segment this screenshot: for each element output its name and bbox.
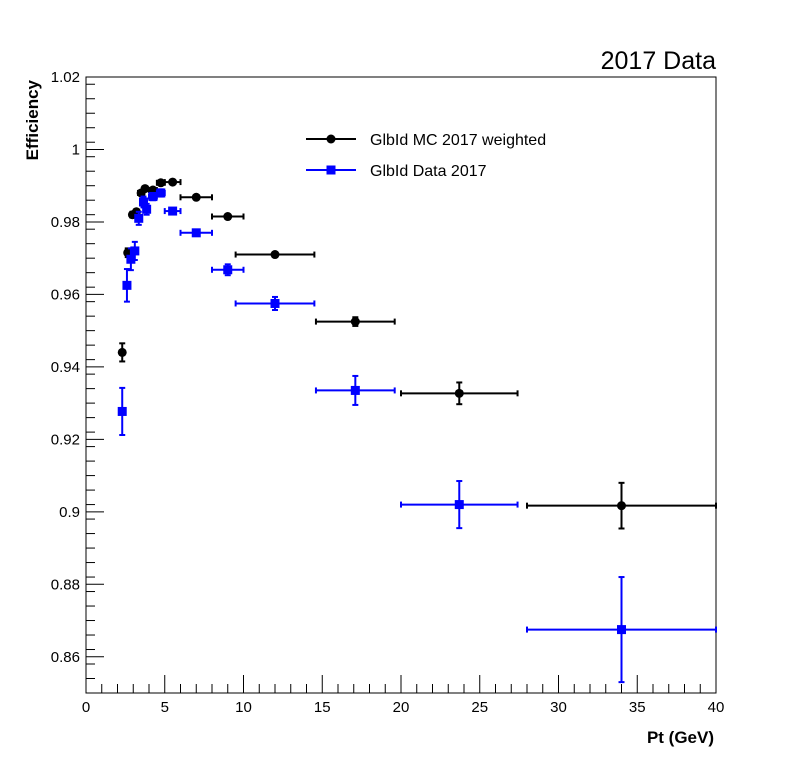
- data-point: [192, 228, 201, 237]
- legend-marker: [327, 166, 336, 175]
- y-tick-label: 0.96: [51, 286, 80, 303]
- x-tick-label: 40: [708, 699, 725, 716]
- data-point: [142, 205, 151, 214]
- y-tick-label: 0.88: [51, 576, 80, 593]
- data-point: [617, 625, 626, 634]
- data-point: [271, 299, 280, 308]
- data-point: [134, 214, 143, 223]
- legend-label: GlbId Data 2017: [370, 163, 487, 180]
- data-point: [118, 407, 127, 416]
- data-point: [617, 501, 626, 510]
- data-point: [192, 193, 201, 202]
- y-tick-label: 1: [72, 141, 80, 158]
- data-point: [156, 188, 165, 197]
- y-tick-label: 0.86: [51, 649, 80, 666]
- y-tick-label: 0.94: [51, 359, 80, 376]
- x-tick-label: 35: [629, 699, 646, 716]
- y-axis-label: Efficiency: [23, 79, 42, 160]
- data-point: [118, 348, 127, 357]
- legend-marker: [327, 135, 336, 144]
- data-point: [223, 212, 232, 221]
- x-tick-label: 0: [82, 699, 90, 716]
- data-point: [168, 178, 177, 187]
- x-tick-label: 5: [161, 699, 169, 716]
- data-point: [122, 281, 131, 290]
- data-point: [168, 207, 177, 216]
- data-point: [130, 246, 139, 255]
- x-tick-label: 10: [235, 699, 252, 716]
- data-point: [271, 250, 280, 259]
- x-axis-label: Pt (GeV): [647, 728, 714, 747]
- x-tick-label: 15: [314, 699, 331, 716]
- data-point: [455, 389, 464, 398]
- x-tick-label: 25: [471, 699, 488, 716]
- y-tick-label: 0.92: [51, 431, 80, 448]
- data-point: [351, 317, 360, 326]
- data-point: [223, 265, 232, 274]
- y-tick-label: 1.02: [51, 69, 80, 86]
- x-tick-label: 20: [393, 699, 410, 716]
- y-tick-label: 0.9: [59, 504, 80, 521]
- data-point: [351, 386, 360, 395]
- x-tick-label: 30: [550, 699, 567, 716]
- legend-label: GlbId MC 2017 weighted: [370, 132, 546, 149]
- data-point: [455, 500, 464, 509]
- chart-title: 2017 Data: [601, 47, 716, 75]
- y-tick-label: 0.98: [51, 214, 80, 231]
